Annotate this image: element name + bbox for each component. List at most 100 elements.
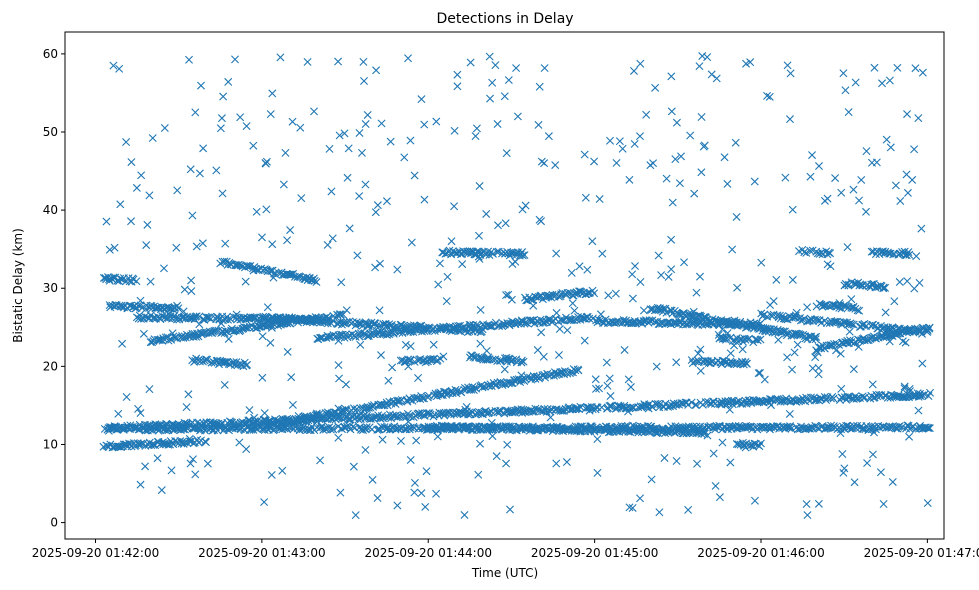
data-point [433,325,442,334]
data-point [620,345,629,354]
data-point [410,478,419,487]
data-point [349,462,358,471]
data-point [197,81,205,90]
data-point [105,275,114,284]
data-point [455,407,464,416]
data-point [551,161,560,170]
data-point [911,64,920,73]
data-point [269,273,278,282]
data-point [686,131,695,140]
data-point [901,338,910,347]
data-point [186,459,195,468]
data-point [806,393,815,402]
data-point [485,52,494,61]
data-point [127,158,136,167]
data-point [382,197,391,206]
data-point [814,499,823,508]
data-point [910,284,919,293]
data-point [476,439,485,448]
data-point [898,393,907,402]
data-point [918,68,927,77]
data-point [858,281,867,290]
data-point [690,189,699,198]
data-point [606,427,615,436]
data-point [903,110,912,119]
data-point [626,403,635,412]
data-point [615,137,624,146]
data-point [520,251,529,260]
data-point [572,404,581,413]
data-point [334,433,343,442]
data-point [450,126,459,135]
data-point [450,423,459,432]
data-point [644,404,653,413]
data-point [724,399,733,408]
data-point [268,240,277,249]
data-point [533,346,542,355]
data-point [376,259,384,268]
data-point [423,393,432,402]
data-point [500,365,509,374]
data-point [252,207,261,216]
data-point [340,423,349,432]
data-point [410,488,419,497]
data-point [746,58,755,67]
data-point [432,489,441,498]
data-point [453,82,462,91]
data-point [783,61,792,70]
data-point [539,352,548,361]
data-point [590,289,599,298]
data-point [667,72,676,81]
data-point [691,357,700,366]
data-point [482,346,491,355]
data-point [705,318,714,327]
data-point [689,307,698,316]
data-point [281,148,290,157]
data-point [475,231,483,240]
data-point [625,503,634,512]
data-point [910,145,919,154]
data-point [220,358,229,367]
data-point [636,277,645,286]
x-axis-label: Time (UTC) [471,566,538,580]
data-point [894,393,903,402]
data-point [739,320,748,329]
data-point [714,330,723,339]
data-point [303,413,312,422]
data-point [700,141,709,150]
data-point [231,55,240,64]
data-point [312,409,321,418]
y-tick-label: 10 [43,437,58,451]
data-point [241,277,250,286]
data-point [139,329,148,338]
data-point [845,327,854,336]
data-point [442,297,451,306]
x-axis: 2025-09-20 01:42:00 2025-09-20 01:43:00 20… [32,539,979,560]
data-point [302,273,311,282]
data-point [580,336,589,345]
data-point [521,318,530,327]
data-point [684,505,693,514]
data-point [848,424,857,433]
data-point [803,303,812,312]
data-point [517,371,526,380]
data-point [110,243,119,252]
data-point [288,400,297,409]
data-point [116,200,125,209]
data-point [715,493,724,502]
data-point [518,251,527,260]
data-point [368,475,377,484]
data-point [440,411,449,420]
data-point [697,168,706,177]
data-point [636,59,645,68]
data-point [224,77,233,86]
data-point [521,424,530,433]
data-point [355,192,364,201]
data-point [575,262,584,271]
data-point [737,320,746,329]
data-point [835,299,844,308]
data-point [187,276,196,285]
data-point [786,69,795,78]
data-point [726,349,735,358]
data-point [428,326,437,335]
